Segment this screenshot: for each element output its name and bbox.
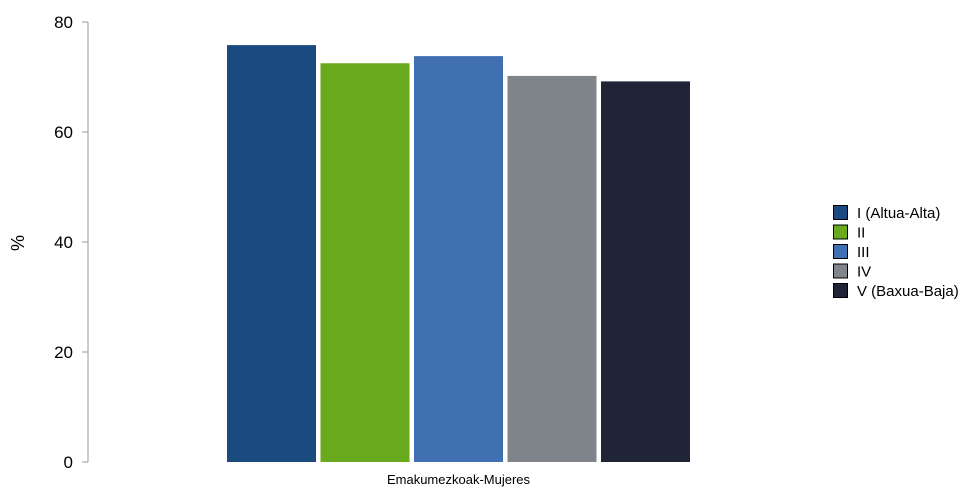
y-tick-label: 0: [64, 453, 73, 472]
y-tick-label: 20: [54, 343, 73, 362]
bars: [227, 45, 690, 463]
legend-label-4: IV: [857, 264, 871, 281]
bar-1: [227, 45, 316, 462]
bar-2: [320, 63, 410, 462]
legend-swatch-5: [833, 283, 848, 298]
y-tick-label: 80: [54, 13, 73, 32]
bar-3: [414, 56, 503, 462]
x-axis-labels: Emakumezkoak-Mujeres: [387, 472, 531, 487]
legend-swatch-3: [833, 244, 848, 259]
x-category-label: Emakumezkoak-Mujeres: [387, 472, 531, 487]
y-axis: 0 20 40 60 80: [54, 13, 89, 472]
bar-4: [507, 75, 597, 463]
y-tick-label: 40: [54, 233, 73, 252]
legend-swatch-4: [833, 263, 848, 279]
legend-label-3: III: [857, 244, 870, 261]
y-axis-label: %: [8, 235, 28, 251]
legend-label-2: II: [857, 225, 865, 242]
bar-5: [601, 81, 690, 463]
legend-swatch-1: [833, 205, 848, 220]
legend-label-5: V (Baxua-Baja): [857, 283, 959, 300]
legend-swatch-2: [833, 224, 848, 240]
legend-label-1: I (Altua-Alta): [857, 205, 940, 222]
y-tick-label: 60: [54, 123, 73, 142]
